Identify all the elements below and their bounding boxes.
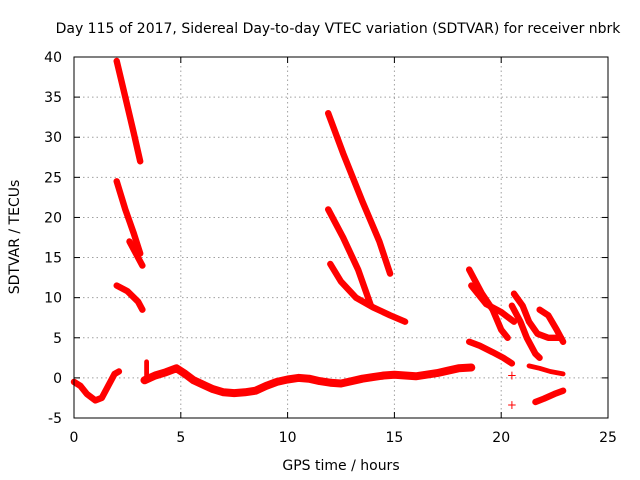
series-track-11	[466, 338, 516, 367]
y-tick-label: -5	[48, 411, 62, 427]
series-track-8	[327, 260, 409, 325]
series-track-6	[325, 110, 394, 277]
series-track-10	[468, 282, 518, 325]
series-track-7	[325, 206, 375, 309]
series-track-3	[126, 238, 146, 269]
x-tick-label: 20	[492, 430, 510, 446]
y-tick-label: 10	[44, 291, 62, 307]
series-track-16	[532, 387, 567, 406]
chart-title: Day 115 of 2017, Sidereal Day-to-day VTE…	[56, 21, 622, 37]
y-tick-label: 30	[44, 130, 62, 146]
grid-lines	[74, 57, 608, 418]
y-tick-label: 15	[44, 251, 62, 267]
series-track-15	[526, 363, 566, 377]
plot-area: ++	[70, 57, 567, 412]
x-tick-label: 0	[70, 430, 79, 446]
series-track-14	[536, 306, 567, 345]
x-tick-label: 15	[385, 430, 403, 446]
x-tick-label: 5	[176, 430, 185, 446]
y-tick-label: 20	[44, 210, 62, 226]
series-track-12	[510, 290, 565, 341]
y-tick-label: 35	[44, 90, 62, 106]
x-tick-label: 10	[279, 430, 297, 446]
axis-ticks: 0 5 10 15 20 25 -5 0 5 10 15 20 25 30 35 40	[44, 50, 617, 446]
data-point-marker: +	[507, 368, 517, 382]
plot-frame	[73, 56, 609, 419]
series-track-baseline-a	[70, 368, 123, 404]
y-tick-label: 0	[53, 371, 62, 387]
series-track-13	[508, 302, 543, 361]
series-track-1	[113, 57, 144, 165]
x-axis-label: GPS time / hours	[282, 458, 399, 474]
y-tick-label: 5	[53, 331, 62, 347]
series-track-baseline-b	[140, 363, 476, 398]
y-tick-label: 40	[44, 50, 62, 66]
series-track-4	[113, 282, 146, 313]
y-tick-label: 25	[44, 170, 62, 186]
data-point-marker: +	[507, 398, 517, 412]
series-track-2	[113, 178, 144, 257]
x-tick-label: 25	[599, 430, 617, 446]
y-axis-label: SDTVAR / TECUs	[7, 180, 23, 295]
